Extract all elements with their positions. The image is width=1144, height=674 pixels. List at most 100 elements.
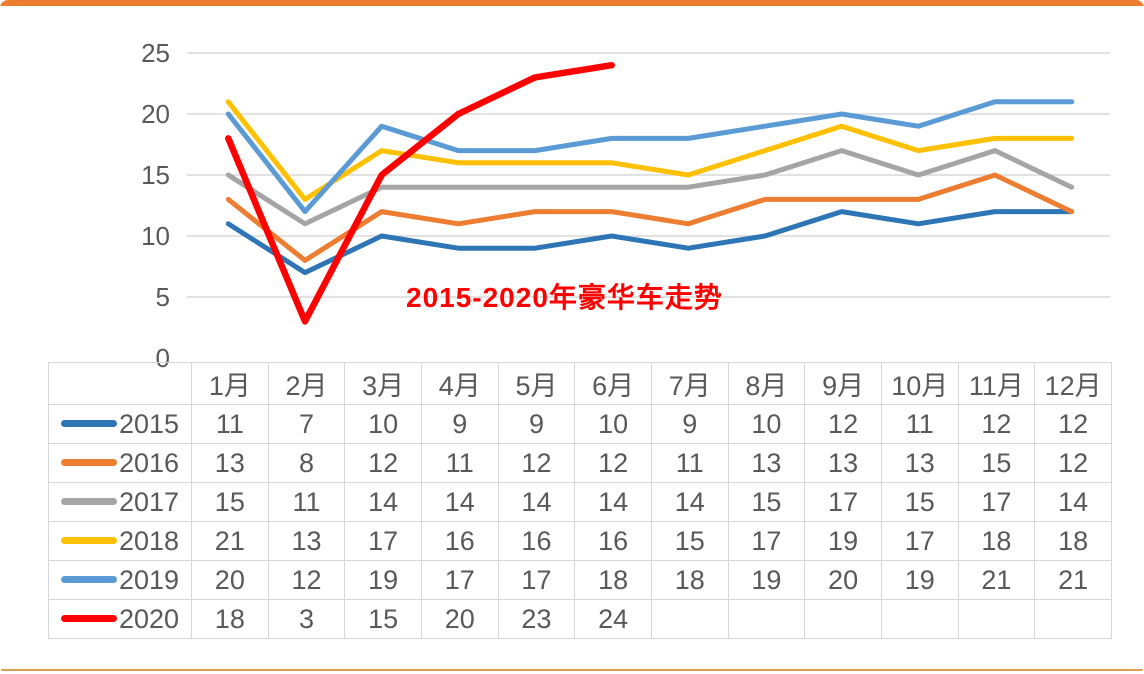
table-cell: 15 — [880, 482, 959, 522]
series-line-2016 — [225, 172, 1075, 263]
month-header: 8月 — [727, 362, 806, 405]
table-cell — [727, 599, 806, 639]
month-header: 6月 — [574, 362, 652, 405]
table-cell: 21 — [957, 560, 1036, 600]
table-cell: 15 — [191, 482, 269, 522]
table-cell: 10 — [344, 404, 422, 444]
y-axis-tick-label: 25 — [141, 38, 170, 68]
table-cell: 8 — [267, 443, 346, 483]
table-cell: 17 — [420, 560, 499, 600]
chart-data-table: 1月 2月 3月 4月 5月 6月 7月 8月 9月 10月 11月 12月 2015 11 7 10 9 9 1… — [48, 362, 1112, 639]
series-line-swatch-icon — [60, 536, 117, 544]
table-cell: 12 — [574, 443, 652, 483]
table-row-2019: 2019 20 12 19 17 17 18 18 19 20 19 21 21 — [48, 560, 1112, 600]
table-cell: 16 — [574, 521, 652, 561]
table-cell: 19 — [880, 560, 959, 600]
table-cell: 13 — [191, 443, 269, 483]
series-line-2019 — [225, 99, 1075, 215]
table-cell: 17 — [804, 482, 882, 522]
table-cell: 11 — [880, 404, 959, 444]
legend-cell-2016: 2016 — [48, 443, 192, 483]
table-cell: 17 — [344, 521, 422, 561]
table-cell — [957, 599, 1036, 639]
table-cell: 16 — [420, 521, 499, 561]
series-line-swatch-icon — [60, 575, 117, 583]
y-axis-tick-label: 5 — [155, 282, 170, 312]
table-cell: 17 — [497, 560, 576, 600]
table-cell: 18 — [191, 599, 269, 639]
table-cell: 15 — [344, 599, 422, 639]
table-cell: 11 — [267, 482, 346, 522]
series-line-swatch-icon — [60, 614, 117, 622]
legend-cell-2019: 2019 — [48, 560, 192, 600]
table-cell: 15 — [957, 443, 1036, 483]
table-corner-spacer — [48, 362, 192, 405]
table-header-row: 1月 2月 3月 4月 5月 6月 7月 8月 9月 10月 11月 12月 — [48, 362, 1112, 405]
series-year-label: 2019 — [118, 564, 180, 595]
legend-cell-2018: 2018 — [48, 521, 192, 561]
table-cell: 24 — [574, 599, 652, 639]
table-cell: 14 — [344, 482, 422, 522]
month-header: 5月 — [497, 362, 576, 405]
table-cell: 17 — [727, 521, 806, 561]
series-line-2018 — [225, 99, 1075, 202]
table-cell: 15 — [650, 521, 729, 561]
table-row-2015: 2015 11 7 10 9 9 10 9 10 12 11 12 12 — [48, 404, 1112, 444]
series-line-2017 — [225, 148, 1075, 227]
table-cell: 14 — [1034, 482, 1112, 522]
month-header: 10月 — [880, 362, 959, 405]
chart-title: 2015-2020年豪华车走势 — [406, 282, 723, 313]
table-row-2016: 2016 13 8 12 11 12 12 11 13 13 13 15 12 — [48, 443, 1112, 483]
series-line-swatch-icon — [60, 458, 117, 466]
series-line-swatch-icon — [60, 419, 117, 427]
month-header: 7月 — [650, 362, 729, 405]
table-cell: 18 — [574, 560, 652, 600]
table-cell: 17 — [880, 521, 959, 561]
table-cell: 7 — [267, 404, 346, 444]
table-cell — [1034, 599, 1112, 639]
table-cell: 12 — [1034, 404, 1112, 444]
table-row-2018: 2018 21 13 17 16 16 16 15 17 19 17 18 18 — [48, 521, 1112, 561]
table-cell: 12 — [804, 404, 882, 444]
table-row-2017: 2017 15 11 14 14 14 14 14 15 17 15 17 14 — [48, 482, 1112, 522]
table-cell: 12 — [957, 404, 1036, 444]
table-cell: 23 — [497, 599, 576, 639]
table-cell: 15 — [727, 482, 806, 522]
series-year-label: 2016 — [118, 447, 180, 478]
table-cell: 14 — [497, 482, 576, 522]
bottom-accent-bar — [0, 669, 1144, 671]
series-year-label: 2015 — [118, 408, 180, 439]
table-cell: 3 — [267, 599, 346, 639]
month-header: 2月 — [267, 362, 346, 405]
legend-cell-2017: 2017 — [48, 482, 192, 522]
table-cell: 18 — [1034, 521, 1112, 561]
month-header: 1月 — [191, 362, 269, 405]
table-cell: 19 — [804, 521, 882, 561]
table-body: 2015 11 7 10 9 9 10 9 10 12 11 12 12 2016 13 8 12 11 12 12 1… — [48, 404, 1112, 639]
table-cell: 14 — [574, 482, 652, 522]
series-line-2020 — [225, 61, 615, 325]
month-header: 12月 — [1034, 362, 1112, 405]
table-cell: 18 — [650, 560, 729, 600]
table-cell: 16 — [497, 521, 576, 561]
table-cell: 9 — [420, 404, 499, 444]
table-cell: 17 — [957, 482, 1036, 522]
table-cell: 12 — [344, 443, 422, 483]
table-cell: 11 — [420, 443, 499, 483]
table-cell — [880, 599, 959, 639]
table-cell: 11 — [650, 443, 729, 483]
month-header: 9月 — [804, 362, 882, 405]
series-line-2015 — [225, 209, 1075, 276]
y-axis-tick-label: 10 — [141, 221, 170, 251]
table-cell: 10 — [574, 404, 652, 444]
table-cell: 11 — [191, 404, 269, 444]
series-year-label: 2017 — [118, 486, 180, 517]
table-cell: 14 — [650, 482, 729, 522]
month-header: 4月 — [420, 362, 499, 405]
legend-cell-2015: 2015 — [48, 404, 192, 444]
table-row-2020: 2020 18 3 15 20 23 24 — [48, 599, 1112, 639]
table-cell: 13 — [804, 443, 882, 483]
y-axis-tick-label: 15 — [141, 160, 170, 190]
